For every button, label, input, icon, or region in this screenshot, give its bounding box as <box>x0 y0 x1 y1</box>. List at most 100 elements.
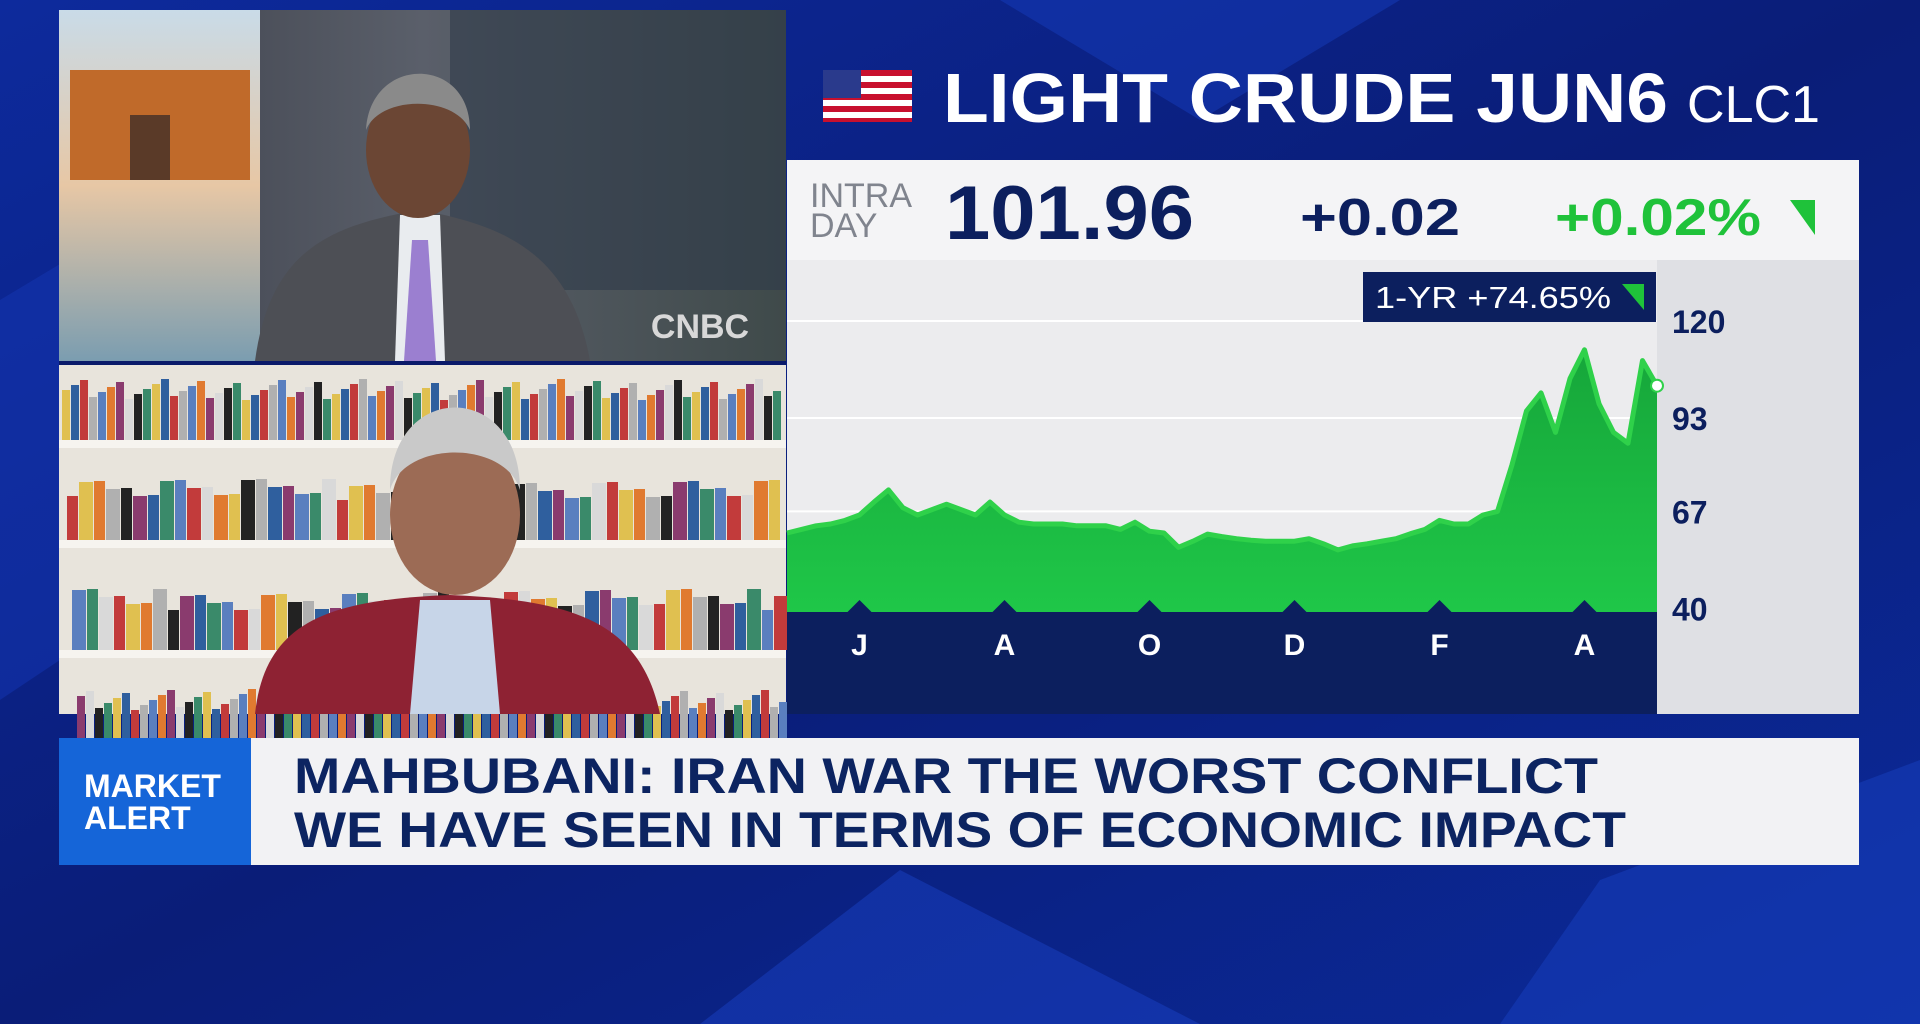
book <box>419 704 427 750</box>
book <box>626 699 634 750</box>
city-image <box>59 10 260 361</box>
book <box>143 389 151 440</box>
y-tick-label: 40 <box>1672 591 1708 627</box>
book <box>509 698 517 750</box>
book <box>638 400 646 440</box>
change-indicator <box>1790 200 1815 235</box>
book <box>627 597 638 650</box>
book <box>296 392 304 440</box>
book <box>322 479 336 540</box>
quote-bar <box>787 160 1859 260</box>
x-tick-marker <box>992 600 1017 612</box>
book <box>256 479 267 540</box>
book <box>113 698 121 750</box>
book <box>681 589 692 650</box>
book <box>323 399 331 440</box>
book <box>206 398 214 440</box>
book <box>332 394 340 440</box>
book <box>646 497 660 540</box>
book <box>680 691 688 750</box>
book <box>404 398 412 440</box>
book <box>374 707 382 750</box>
flag-stripe <box>823 82 912 88</box>
book <box>278 380 286 440</box>
book <box>187 488 201 540</box>
book <box>422 388 430 440</box>
book <box>350 384 358 440</box>
book <box>167 690 175 750</box>
book <box>229 494 240 540</box>
book <box>383 702 391 750</box>
book <box>293 708 301 750</box>
book <box>662 701 670 750</box>
book <box>769 480 780 540</box>
book <box>611 393 619 440</box>
book <box>329 710 337 750</box>
book <box>72 590 86 650</box>
book <box>548 384 556 440</box>
book <box>168 610 179 650</box>
book <box>755 379 763 440</box>
book <box>203 692 211 750</box>
book <box>89 397 97 440</box>
book <box>377 391 385 440</box>
book <box>287 397 295 440</box>
book <box>580 497 591 540</box>
book <box>94 481 105 540</box>
book <box>284 691 292 750</box>
book <box>314 382 322 440</box>
x-tick-label: O <box>1138 629 1161 662</box>
us-flag <box>823 70 912 122</box>
axis-column <box>1657 260 1859 714</box>
price-change: +0.02 <box>1300 189 1460 247</box>
x-tick-label: F <box>1430 629 1448 662</box>
book <box>599 692 607 750</box>
book <box>302 703 310 750</box>
one-year-indicator <box>1622 284 1644 310</box>
book <box>671 696 679 750</box>
book <box>428 699 436 750</box>
book <box>674 380 682 440</box>
book <box>275 696 283 750</box>
book <box>197 381 205 440</box>
book <box>133 496 147 540</box>
book <box>239 694 247 750</box>
book <box>224 388 232 440</box>
book <box>260 390 268 440</box>
book <box>134 394 142 440</box>
book <box>125 399 133 440</box>
book <box>482 691 490 750</box>
book <box>688 481 699 540</box>
book <box>349 486 363 540</box>
book <box>584 386 592 440</box>
book <box>80 380 88 440</box>
book <box>734 705 742 750</box>
book <box>170 396 178 440</box>
x-tick-marker <box>1572 600 1597 612</box>
x-tick-marker <box>847 600 872 612</box>
book <box>249 609 260 650</box>
book <box>202 487 213 540</box>
alert-badge <box>59 738 251 865</box>
book <box>158 695 166 750</box>
book <box>575 391 583 440</box>
book <box>230 699 238 750</box>
x-tick-label: A <box>994 629 1016 662</box>
book <box>195 595 206 650</box>
book <box>257 706 265 750</box>
book <box>619 490 633 540</box>
book <box>364 485 375 540</box>
book <box>310 493 321 540</box>
book <box>779 702 787 750</box>
x-tick-label: A <box>1574 629 1596 662</box>
book <box>79 482 93 540</box>
last-point <box>1650 378 1664 393</box>
book <box>773 391 781 440</box>
book <box>455 706 463 750</box>
book <box>268 487 282 540</box>
x-tick-label: D <box>1284 629 1306 662</box>
book <box>359 379 367 440</box>
book <box>121 488 132 540</box>
x-axis-band <box>787 612 1657 714</box>
instrument-symbol: CLC1 <box>1687 76 1820 134</box>
